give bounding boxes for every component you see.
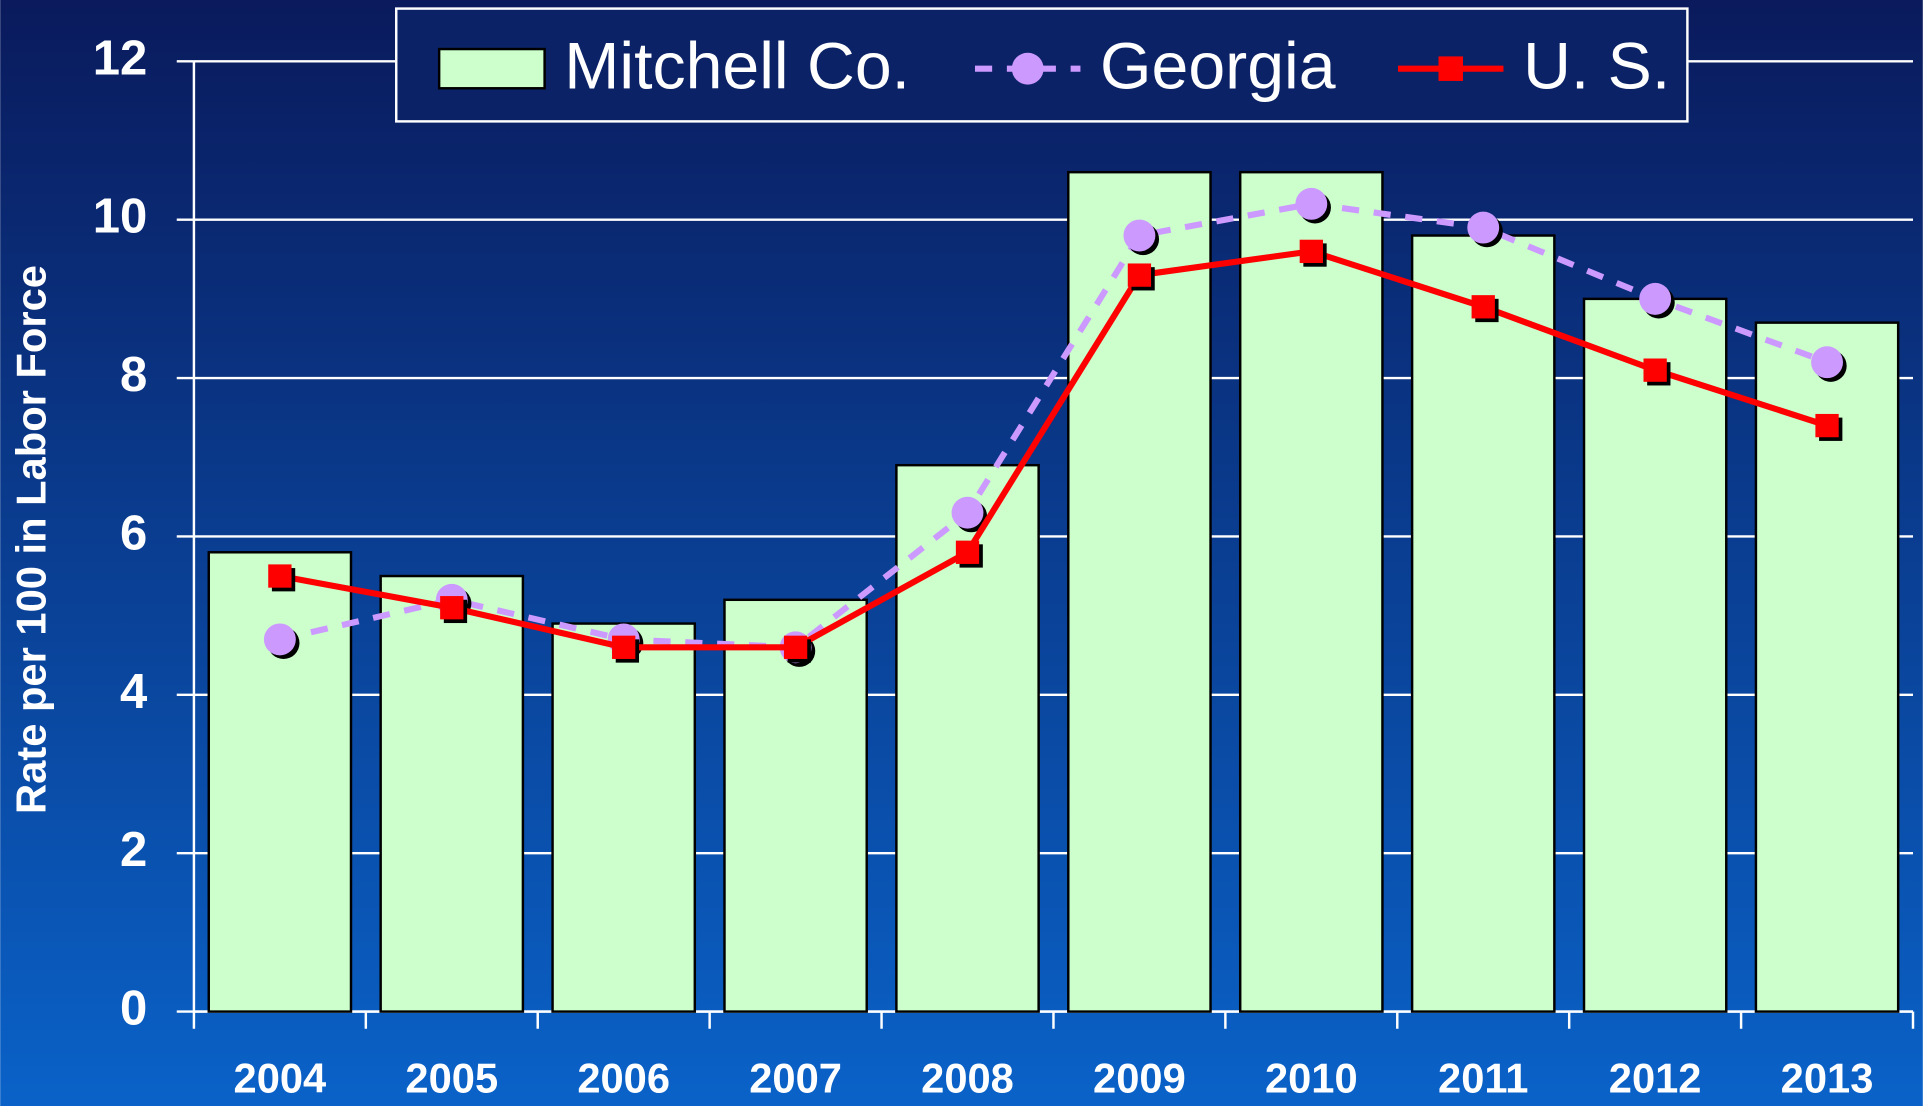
bar xyxy=(1067,170,1212,1013)
x-tick-label: 2004 xyxy=(234,1054,327,1101)
x-tick-label: 2013 xyxy=(1781,1054,1874,1101)
x-tick-label: 2007 xyxy=(749,1054,842,1101)
marker xyxy=(1467,211,1500,244)
y-tick-label: 12 xyxy=(93,31,148,85)
marker xyxy=(1299,239,1323,264)
marker xyxy=(263,623,296,656)
y-tick-label: 2 xyxy=(120,823,147,877)
x-tick-label: 2006 xyxy=(577,1054,670,1101)
legend-swatch xyxy=(437,47,546,90)
y-tick-label: 8 xyxy=(120,348,147,402)
marker xyxy=(1811,346,1843,379)
bar xyxy=(1582,297,1728,1013)
x-tick-label: 2010 xyxy=(1265,1054,1358,1101)
y-tick-label: 4 xyxy=(120,665,147,719)
bar xyxy=(723,598,868,1013)
marker xyxy=(783,635,808,659)
bar xyxy=(1410,234,1556,1013)
marker xyxy=(440,596,464,620)
marker xyxy=(1639,282,1672,315)
legend-label: U. S. xyxy=(1523,30,1670,104)
marker xyxy=(1815,413,1839,438)
bar xyxy=(207,551,353,1013)
marker xyxy=(1471,295,1495,319)
x-tick-label: 2012 xyxy=(1609,1054,1702,1101)
legend-label: Georgia xyxy=(1100,30,1336,104)
y-tick-label: 10 xyxy=(93,190,148,244)
bar xyxy=(379,574,525,1013)
legend-label: Mitchell Co. xyxy=(564,30,910,104)
x-tick-label: 2008 xyxy=(921,1054,1014,1101)
x-tick-label: 2005 xyxy=(405,1054,498,1101)
marker xyxy=(951,496,984,529)
y-tick-label: 6 xyxy=(120,506,147,560)
bar xyxy=(551,622,697,1013)
marker xyxy=(1123,219,1156,252)
marker xyxy=(1295,187,1328,220)
marker xyxy=(1127,263,1152,287)
x-tick-label: 2009 xyxy=(1093,1054,1186,1101)
line xyxy=(279,248,1828,651)
bar xyxy=(1238,170,1384,1013)
x-tick-label: 2011 xyxy=(1438,1054,1528,1101)
line xyxy=(279,200,1829,651)
marker xyxy=(612,635,636,659)
legend-marker xyxy=(1438,56,1464,81)
marker xyxy=(955,540,980,564)
y-axis-label: Rate per 100 in Labor Force xyxy=(8,265,55,814)
legend-marker xyxy=(1011,52,1044,85)
marker xyxy=(268,564,292,588)
marker xyxy=(1643,358,1667,382)
y-tick-label: 0 xyxy=(120,982,147,1036)
